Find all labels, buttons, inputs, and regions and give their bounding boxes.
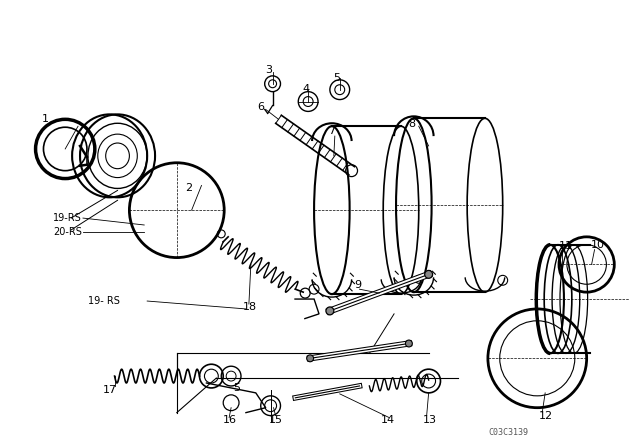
Text: 13: 13 <box>422 414 436 425</box>
Text: 9: 9 <box>355 280 362 290</box>
Text: 5: 5 <box>233 383 240 393</box>
Text: 19-RS: 19-RS <box>53 213 82 223</box>
Text: 18: 18 <box>243 302 257 312</box>
Text: 16: 16 <box>223 414 237 425</box>
Circle shape <box>326 307 334 315</box>
Text: 3: 3 <box>266 65 273 75</box>
Text: 15: 15 <box>269 414 283 425</box>
Text: 5: 5 <box>333 73 340 83</box>
Text: 6: 6 <box>257 103 264 112</box>
Text: 4: 4 <box>302 84 309 94</box>
Text: 14: 14 <box>381 414 396 425</box>
Text: 2: 2 <box>185 183 192 194</box>
Text: 20-RS: 20-RS <box>53 227 82 237</box>
Text: 12: 12 <box>540 411 554 421</box>
Circle shape <box>425 271 433 278</box>
Text: C03C3139: C03C3139 <box>488 428 528 437</box>
Text: 17: 17 <box>103 385 117 395</box>
Text: 19- RS: 19- RS <box>88 296 120 306</box>
Text: 7: 7 <box>328 126 335 136</box>
Circle shape <box>307 355 314 362</box>
Text: 8: 8 <box>408 119 415 129</box>
Text: 11: 11 <box>559 241 573 251</box>
Text: 10: 10 <box>591 240 605 250</box>
Circle shape <box>405 340 412 347</box>
Text: 1: 1 <box>42 114 49 124</box>
